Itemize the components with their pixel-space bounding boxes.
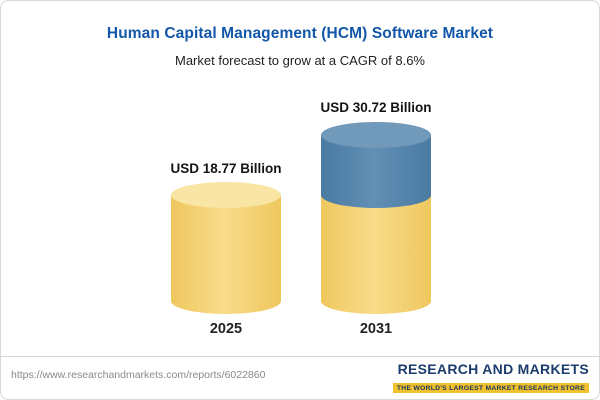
bar-2025 [171,182,281,314]
chart-title: Human Capital Management (HCM) Software … [106,25,494,42]
research-and-markets-logo: RESEARCH AND MARKETS THE WORLD'S LARGEST… [392,361,589,395]
footer-divider [1,356,599,357]
chart-subtitle: Market forecast to grow at a CAGR of 8.6… [175,53,425,68]
value-label-2031: USD 30.72 Billion [320,100,432,115]
logo-wordmark: RESEARCH AND MARKETS [397,361,589,377]
bar-2031-top-cap [321,122,431,148]
axis-label-2031: 2031 [359,321,393,337]
report-url-link[interactable]: https://www.researchandmarkets.com/repor… [11,369,266,381]
bar-2025-base-segment [171,195,281,314]
bar-2031-base-segment [321,195,431,314]
value-label-2025: USD 18.77 Billion [170,161,282,176]
bar-2025-top-cap [171,182,281,208]
axis-label-2025: 2025 [209,321,243,337]
logo-tagline: THE WORLD'S LARGEST MARKET RESEARCH STOR… [392,383,589,393]
bar-2031 [321,122,431,314]
